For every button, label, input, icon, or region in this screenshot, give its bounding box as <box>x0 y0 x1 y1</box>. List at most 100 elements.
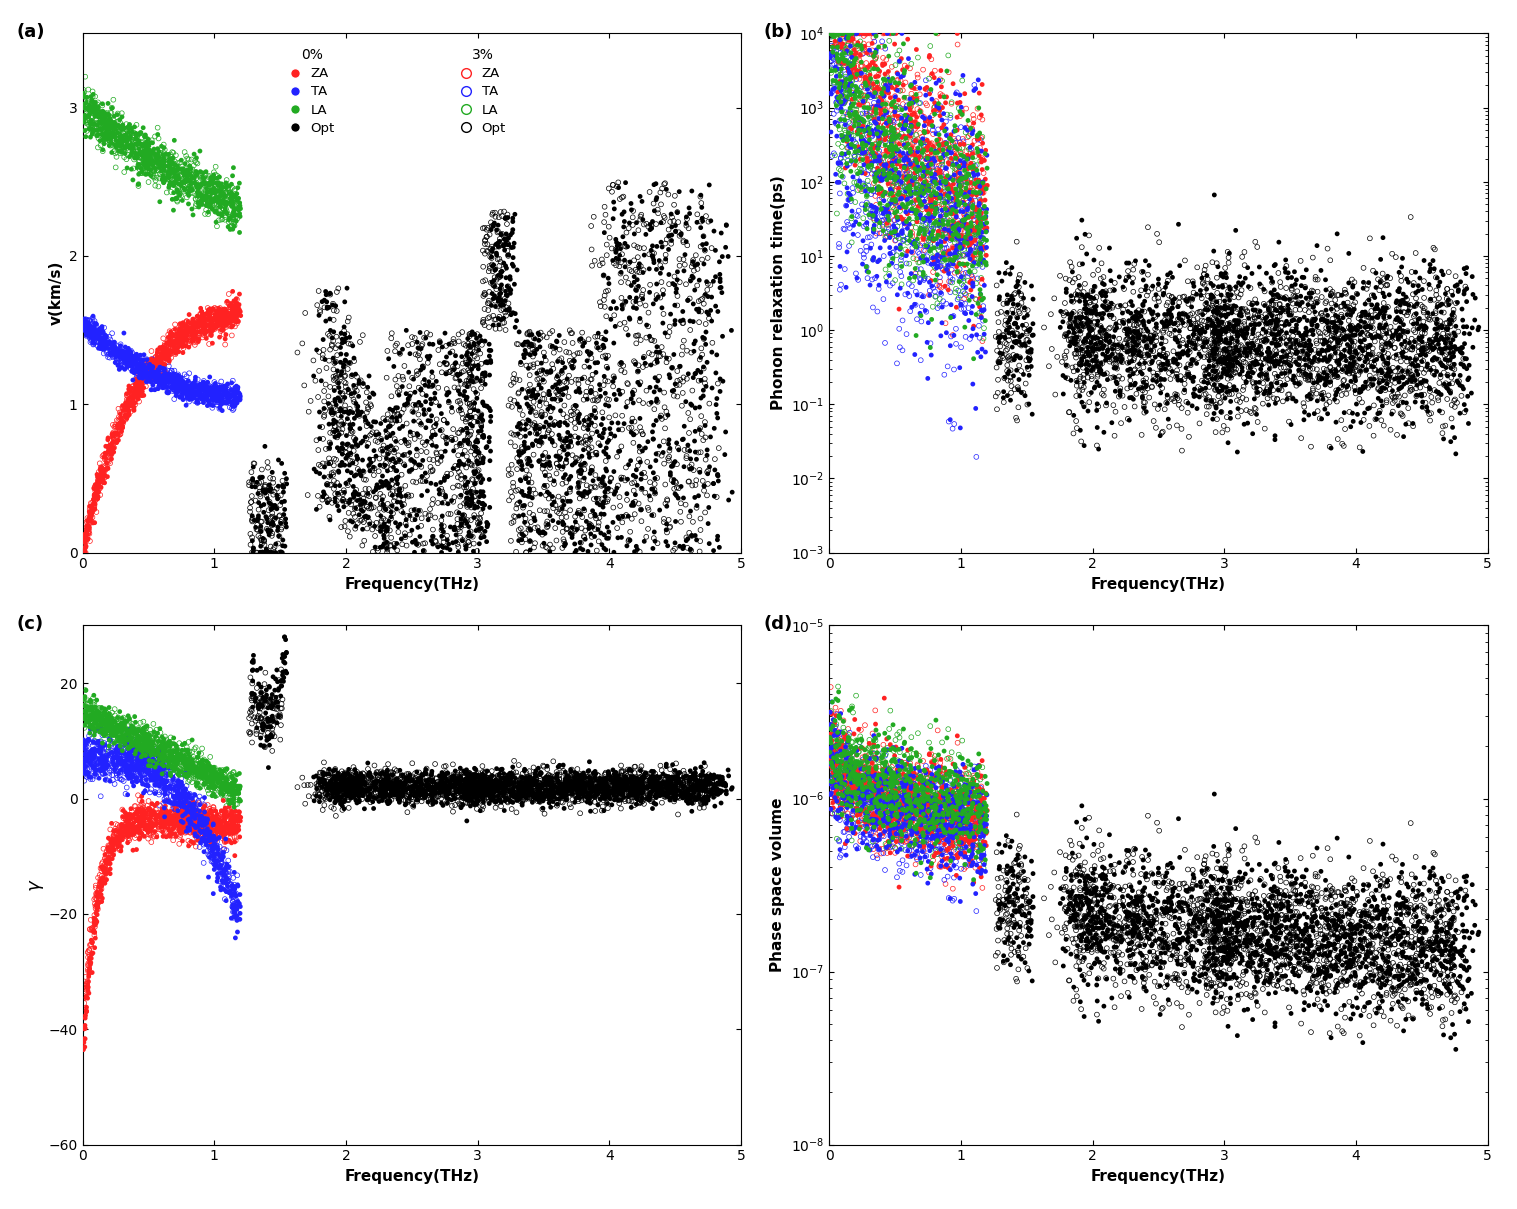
Point <box>217 389 241 409</box>
Point <box>1452 948 1476 967</box>
Point <box>947 831 971 850</box>
Point <box>472 310 496 329</box>
Point <box>906 815 930 834</box>
Point <box>117 381 141 400</box>
Point <box>883 788 907 808</box>
Point <box>82 513 106 532</box>
Point <box>1223 929 1247 948</box>
Point <box>516 473 540 492</box>
Point <box>83 705 108 724</box>
Point <box>482 773 507 792</box>
Point <box>831 822 856 841</box>
Point <box>968 820 992 839</box>
Point <box>165 374 190 393</box>
Point <box>99 860 123 879</box>
Point <box>124 131 149 150</box>
Point <box>646 444 671 463</box>
Point <box>140 341 164 360</box>
Point <box>934 786 959 805</box>
Point <box>889 771 913 791</box>
Point <box>824 786 848 805</box>
Point <box>941 820 965 839</box>
Point <box>208 816 232 835</box>
Point <box>851 139 875 158</box>
Point <box>590 783 614 803</box>
Point <box>167 342 191 361</box>
Point <box>322 370 346 389</box>
Point <box>194 835 218 855</box>
Point <box>382 357 407 376</box>
Point <box>1302 310 1326 329</box>
Point <box>118 816 143 835</box>
Point <box>467 534 492 554</box>
Point <box>532 456 557 475</box>
Point <box>146 750 170 769</box>
Point <box>1191 273 1215 293</box>
Point <box>361 384 385 404</box>
Point <box>643 777 667 797</box>
Point <box>226 209 250 229</box>
Point <box>410 516 434 536</box>
Point <box>208 815 232 834</box>
Point <box>1279 306 1303 325</box>
Point <box>944 164 968 184</box>
Point <box>963 273 988 293</box>
Point <box>478 365 502 384</box>
Point <box>115 730 140 750</box>
Point <box>661 792 686 811</box>
Point <box>831 24 856 44</box>
Point <box>82 909 106 929</box>
Point <box>86 325 111 345</box>
Point <box>355 753 379 773</box>
Point <box>868 779 892 798</box>
Point <box>546 780 570 799</box>
Point <box>963 231 988 250</box>
Point <box>555 779 579 798</box>
Point <box>115 405 140 424</box>
Point <box>499 455 523 474</box>
Point <box>1387 886 1411 906</box>
Point <box>878 827 903 846</box>
Point <box>860 41 884 60</box>
Point <box>96 716 120 735</box>
Point <box>174 168 199 187</box>
Point <box>1387 942 1411 961</box>
Point <box>853 798 877 817</box>
Point <box>165 748 190 768</box>
Point <box>666 805 690 825</box>
Point <box>969 818 994 838</box>
Point <box>969 788 994 808</box>
Point <box>818 24 842 44</box>
Point <box>528 323 552 342</box>
Point <box>910 783 934 803</box>
Point <box>1250 920 1274 939</box>
Point <box>931 220 956 239</box>
Point <box>1000 300 1024 319</box>
Point <box>1441 966 1465 985</box>
Point <box>837 98 862 117</box>
Point <box>194 386 218 405</box>
Point <box>223 794 247 814</box>
Point <box>828 30 853 50</box>
Point <box>904 326 928 346</box>
Point <box>965 212 989 231</box>
Point <box>97 452 121 472</box>
Point <box>889 250 913 270</box>
Point <box>566 769 590 788</box>
Point <box>611 787 636 806</box>
Point <box>1204 324 1229 343</box>
Point <box>155 745 179 764</box>
Point <box>934 789 959 809</box>
Point <box>531 787 555 806</box>
Point <box>123 756 147 775</box>
Point <box>593 487 617 507</box>
Point <box>313 290 337 310</box>
Point <box>1264 313 1288 332</box>
Point <box>1338 340 1362 359</box>
Point <box>223 802 247 821</box>
Point <box>188 375 212 394</box>
Point <box>495 773 519 792</box>
Point <box>827 792 851 811</box>
Point <box>1217 349 1241 369</box>
Point <box>889 783 913 803</box>
